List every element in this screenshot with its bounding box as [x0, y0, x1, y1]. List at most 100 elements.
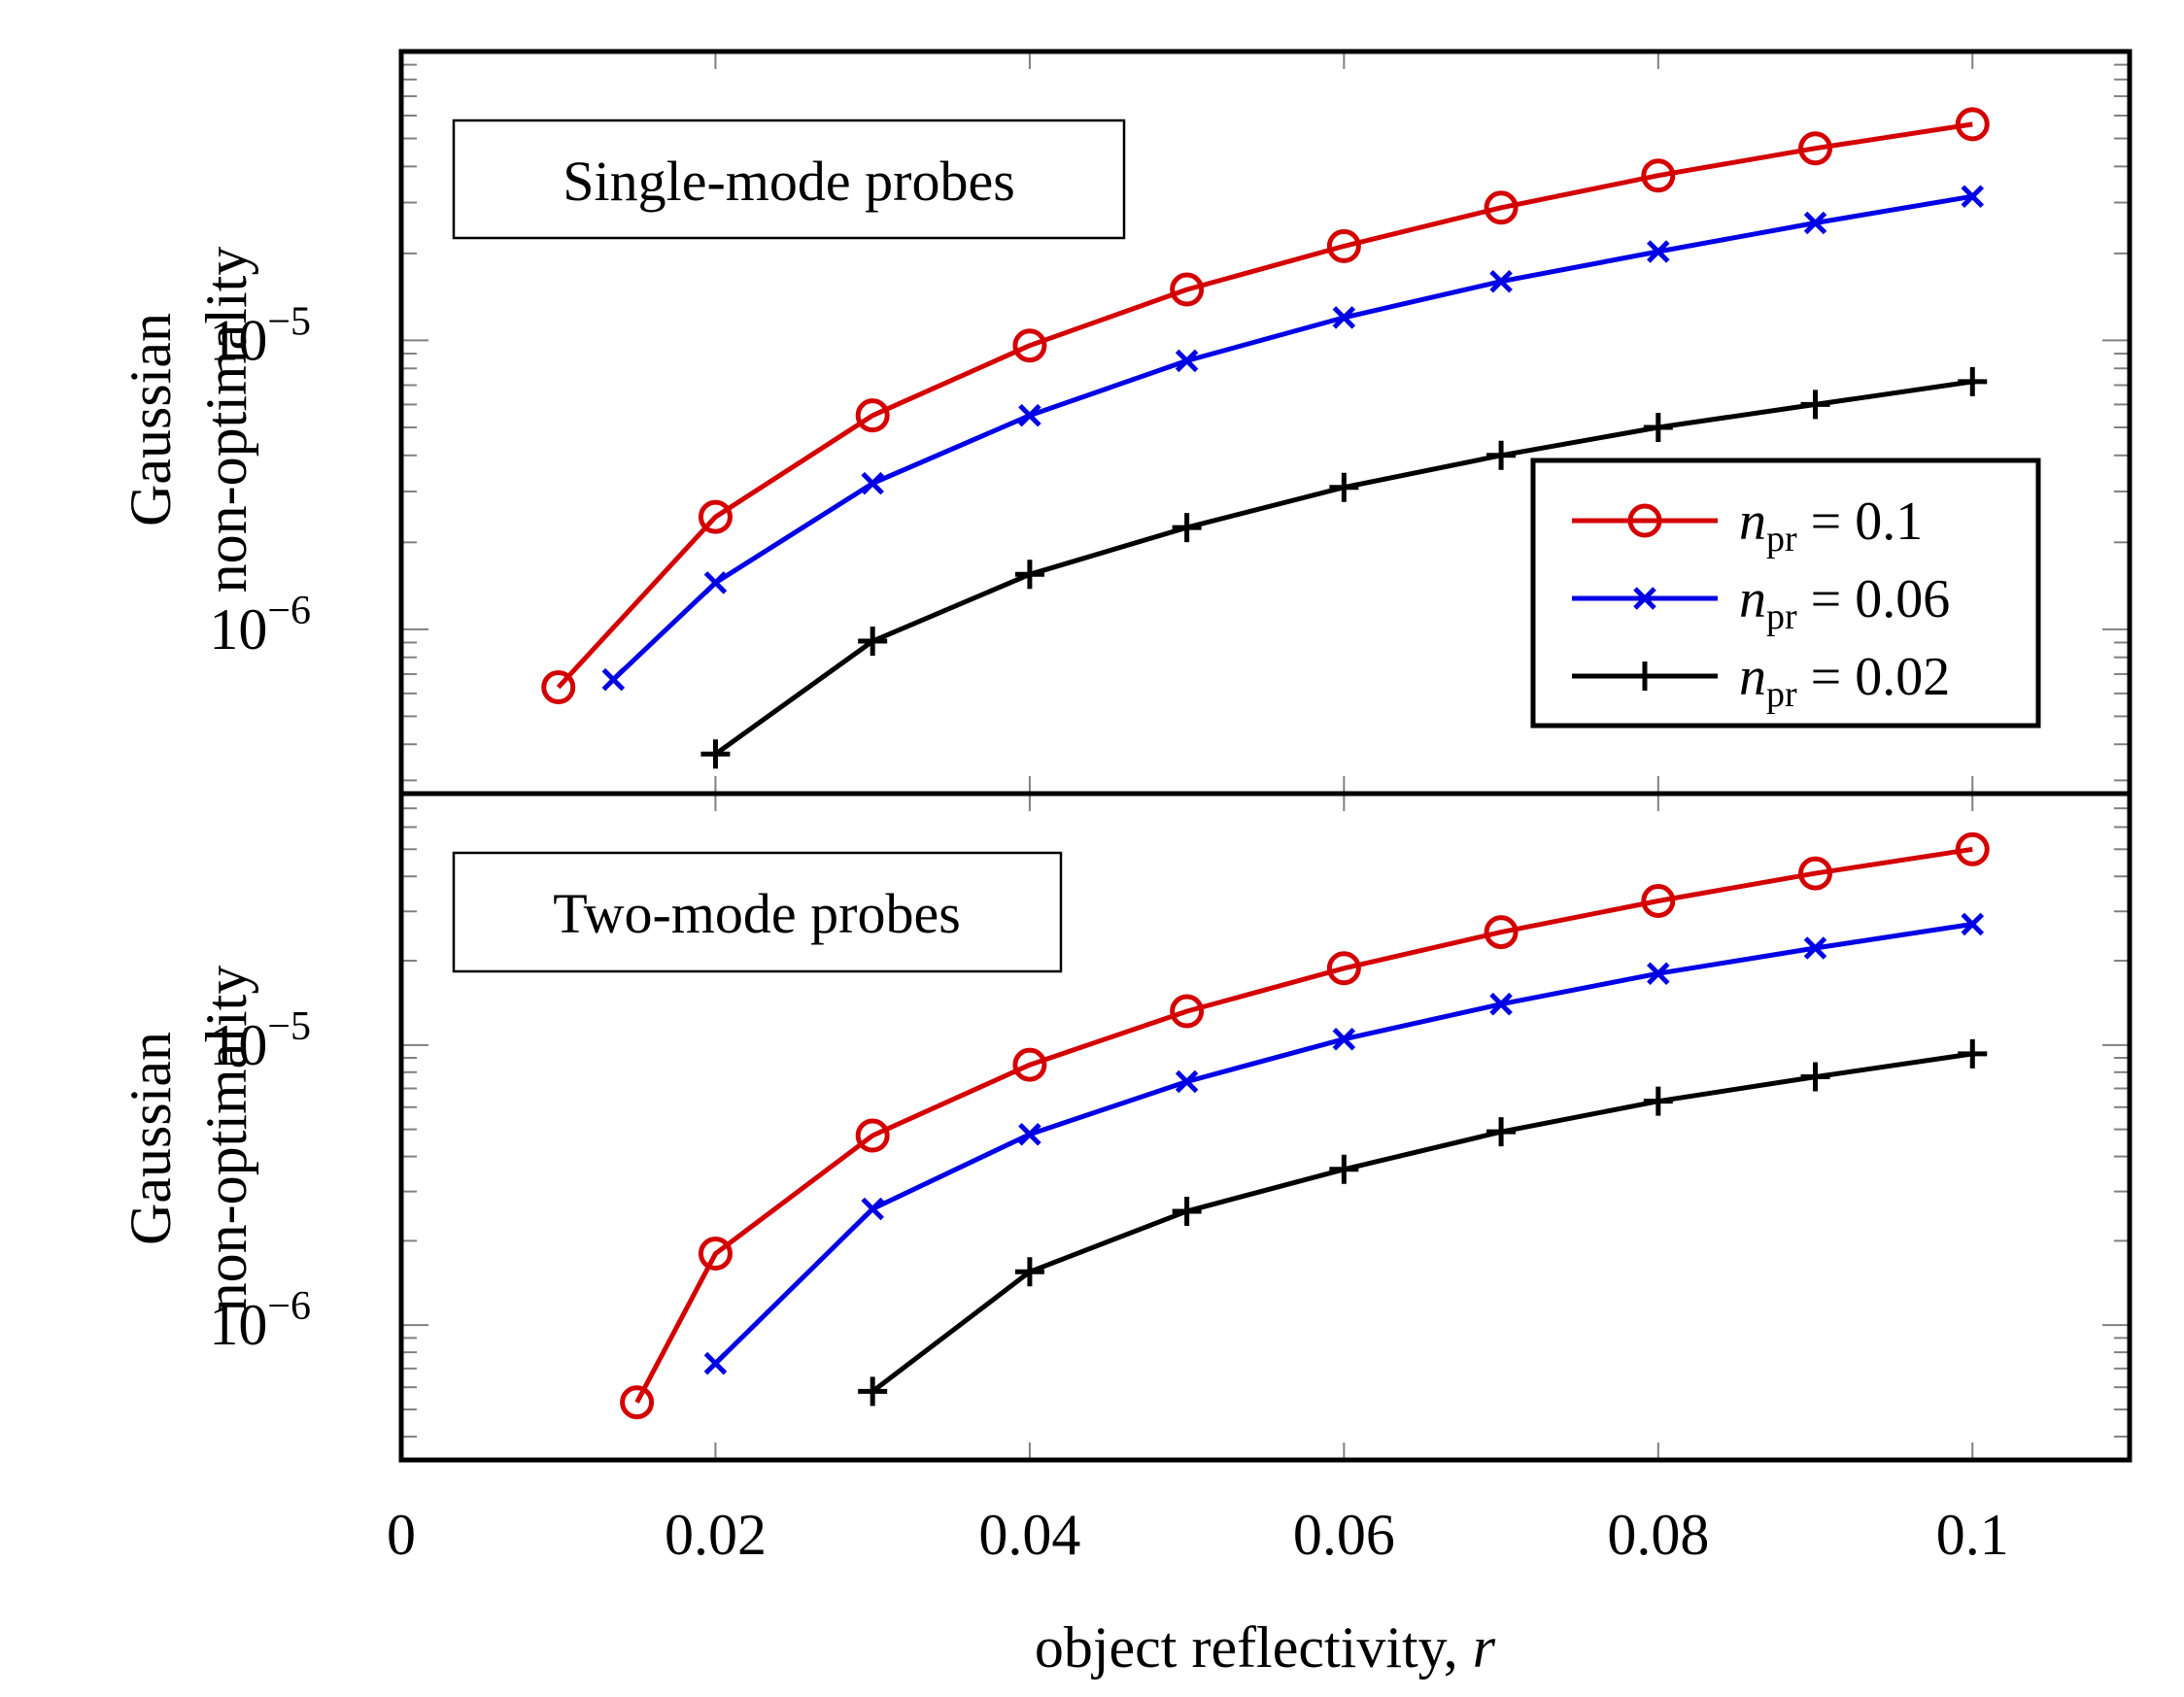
- legend-marker: [1627, 503, 1662, 538]
- x-axis-label-variable: r: [1473, 1615, 1496, 1680]
- series-line: [611, 193, 1973, 682]
- panel-2-series-npr-0.1: [620, 832, 1990, 1420]
- data-point: [1484, 190, 1519, 225]
- legend-value: = 0.06: [1797, 569, 1951, 629]
- y-tick-label-base: 10: [209, 1013, 267, 1077]
- lower-y-label-line-1: Gaussian: [119, 1032, 183, 1245]
- lower-panel-title: Two-mode probes: [553, 882, 961, 945]
- legend-symbol: n: [1739, 492, 1766, 552]
- y-tick-label: 10−5: [209, 299, 311, 372]
- legend-marker: [1630, 662, 1659, 691]
- data-point: [1172, 513, 1202, 543]
- data-point: [1329, 1154, 1359, 1184]
- legend-label: npr = 0.1: [1739, 492, 1923, 560]
- data-point: [698, 499, 733, 534]
- data-point: [1014, 560, 1044, 590]
- data-point: [855, 1118, 890, 1153]
- series-line: [870, 1051, 1973, 1394]
- data-point: [1958, 366, 1988, 396]
- x-tick-label: 0: [387, 1503, 416, 1567]
- series-line: [634, 846, 1973, 1404]
- data-point: [861, 1197, 884, 1221]
- panel-2-series-npr-0.02: [858, 1038, 1988, 1407]
- data-point: [1170, 272, 1205, 307]
- data-point: [1489, 992, 1513, 1016]
- y-tick-label-exponent: −5: [267, 1004, 311, 1049]
- data-point: [1170, 994, 1205, 1029]
- upper-panel-title: Single-mode probes: [563, 150, 1015, 213]
- legend-symbol: n: [1739, 569, 1766, 629]
- data-point: [1012, 1047, 1047, 1082]
- data-point: [1329, 472, 1359, 502]
- y-tick-label-base: 10: [209, 597, 267, 662]
- data-point: [858, 1376, 888, 1407]
- legend-label: npr = 0.06: [1739, 569, 1950, 637]
- lower-panel-y-label: Gaussian non-optimality: [119, 966, 258, 1312]
- x-axis-label-text: object reflectivity,: [1035, 1615, 1473, 1680]
- data-point: [1958, 1038, 1988, 1069]
- y-tick-label-exponent: −6: [267, 1284, 311, 1329]
- data-point: [1175, 349, 1199, 373]
- legend-entry: npr = 0.1: [1572, 492, 1923, 560]
- panel-1-series-npr-0.06: [601, 185, 1985, 692]
- upper-panel-y-label: Gaussian non-optimality: [119, 247, 258, 594]
- legend-box: [1530, 458, 2041, 729]
- data-point: [858, 627, 888, 657]
- data-point: [601, 667, 626, 692]
- y-tick-label: 10−5: [209, 1004, 311, 1077]
- legend-subscript: pr: [1766, 519, 1797, 560]
- data-point: [1489, 269, 1513, 293]
- data-point: [1803, 211, 1827, 235]
- legend-entry: npr = 0.02: [1572, 647, 1950, 715]
- data-point: [698, 1237, 733, 1272]
- x-axis-label: object reflectivity, r: [1035, 1615, 1496, 1680]
- data-point: [1800, 1062, 1830, 1092]
- data-point: [861, 471, 884, 495]
- data-point: [1798, 131, 1833, 166]
- lower-y-label-line-2: non-optimality: [194, 966, 258, 1312]
- data-point: [1332, 1027, 1356, 1051]
- legend-label: npr = 0.02: [1739, 647, 1950, 715]
- data-point: [1961, 912, 1985, 936]
- legend-value: = 0.1: [1797, 492, 1924, 552]
- data-point: [855, 398, 890, 433]
- x-tick-label: 0.02: [665, 1503, 767, 1567]
- data-point: [1798, 856, 1833, 891]
- lower-panel-title-box: Two-mode probes: [452, 851, 1063, 973]
- data-point: [1647, 240, 1670, 263]
- data-point: [1012, 328, 1047, 363]
- data-point: [1647, 962, 1670, 985]
- data-point: [1172, 1196, 1202, 1226]
- x-tick-label: 0.06: [1293, 1503, 1395, 1567]
- data-point: [1641, 883, 1676, 918]
- data-point: [1800, 390, 1830, 420]
- y-tick-label: 10−6: [209, 589, 311, 662]
- data-point: [700, 739, 731, 769]
- y-tick-label-base: 10: [209, 1293, 267, 1357]
- legend-value: = 0.02: [1797, 647, 1951, 707]
- data-point: [1018, 403, 1041, 427]
- legend-entry: npr = 0.06: [1572, 569, 1950, 637]
- series-line: [713, 921, 1973, 1366]
- data-point: [1326, 228, 1361, 263]
- data-point: [1955, 832, 1990, 866]
- y-tick-label-exponent: −6: [267, 589, 311, 633]
- panel-1-series-npr-0.1: [541, 107, 1990, 705]
- data-point: [620, 1385, 655, 1420]
- series-line: [556, 121, 1973, 690]
- x-tick-label: 0.08: [1607, 1503, 1709, 1567]
- data-point: [703, 571, 728, 594]
- upper-y-label-line-1: Gaussian: [119, 313, 183, 526]
- data-point: [1486, 1117, 1517, 1147]
- panel-2-series-npr-0.06: [703, 912, 1985, 1375]
- data-point: [1961, 185, 1985, 208]
- data-point: [541, 670, 576, 705]
- y-tick-label: 10−6: [209, 1284, 311, 1357]
- legend-symbol: n: [1739, 647, 1766, 707]
- data-point: [1484, 915, 1519, 950]
- data-point: [1018, 1122, 1041, 1146]
- data-point: [1175, 1069, 1199, 1094]
- data-point: [1641, 158, 1676, 193]
